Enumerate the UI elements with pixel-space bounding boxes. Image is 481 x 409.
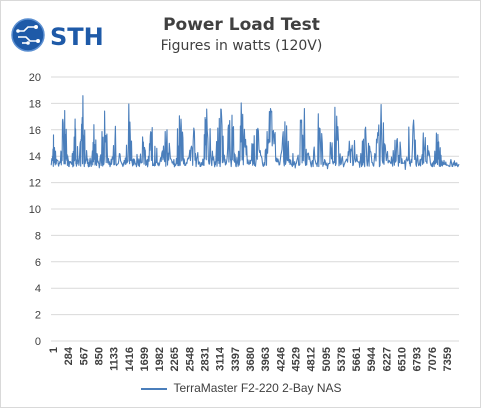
- x-tick-label: 3397: [230, 347, 242, 371]
- chart-subtitle: Figures in watts (120V): [160, 38, 323, 54]
- x-tick-label: 1416: [124, 347, 136, 371]
- circuit-globe-icon: [11, 18, 45, 52]
- x-tick-label: 6793: [412, 347, 424, 371]
- y-tick-label: 4: [35, 283, 41, 295]
- sth-logo: STH: [10, 17, 104, 57]
- y-tick-label: 14: [29, 151, 41, 163]
- x-tick-label: 7359: [442, 347, 454, 371]
- x-tick-label: 5378: [336, 347, 348, 371]
- x-tick-label: 567: [78, 347, 90, 365]
- y-tick-label: 6: [35, 257, 41, 269]
- chart-title: Power Load Test: [163, 15, 320, 35]
- series-line: [50, 95, 460, 170]
- logo-text: STH: [50, 23, 104, 51]
- x-tick-label: 5095: [321, 347, 333, 371]
- x-tick-label: 1982: [154, 347, 166, 371]
- x-tick-label: 1: [48, 347, 60, 353]
- x-tick-label: 3680: [245, 347, 257, 371]
- x-tick-label: 6510: [397, 347, 409, 371]
- x-tick-label: 850: [93, 347, 105, 365]
- x-tick-label: 7076: [427, 347, 439, 371]
- x-tick-label: 1699: [139, 347, 151, 371]
- x-tick-label: 5661: [351, 347, 363, 371]
- x-tick-label: 4812: [306, 347, 318, 371]
- y-tick-label: 12: [29, 178, 41, 190]
- y-tick-label: 8: [35, 230, 41, 242]
- legend-label: TerraMaster F2-220 2-Bay NAS: [173, 381, 342, 395]
- x-tick-label: 3963: [260, 347, 272, 371]
- x-tick-label: 6227: [381, 347, 393, 371]
- legend-swatch: [141, 387, 168, 390]
- x-tick-label: 4529: [290, 347, 302, 371]
- x-tick-label: 2831: [200, 347, 212, 371]
- x-tick-label: 3114: [215, 346, 227, 371]
- x-tick-label: 2548: [184, 347, 196, 371]
- y-tick-label: 20: [29, 72, 41, 84]
- y-tick-label: 2: [35, 310, 41, 322]
- y-tick-label: 0: [35, 336, 41, 348]
- x-tick-label: 284: [63, 346, 75, 365]
- x-tick-label: 2265: [169, 347, 181, 371]
- x-tick-label: 5944: [366, 346, 378, 371]
- y-tick-label: 10: [29, 204, 41, 216]
- y-tick-label: 18: [29, 98, 41, 110]
- x-tick-label: 1133: [109, 347, 121, 371]
- x-tick-label: 4246: [275, 347, 287, 371]
- chart-legend: TerraMaster F2-220 2-Bay NAS: [1, 381, 481, 395]
- y-tick-label: 16: [29, 125, 41, 137]
